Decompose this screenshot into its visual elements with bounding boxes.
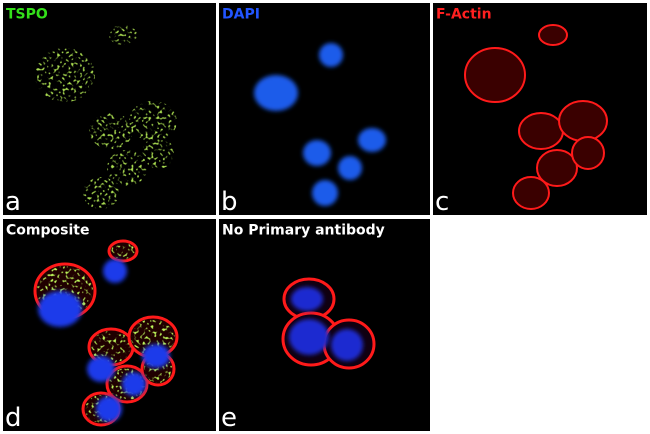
nucleus [254,75,298,111]
tspo-signal [111,243,135,259]
nucleus [87,356,115,382]
tspo-signal [35,48,95,102]
nucleus [289,319,329,355]
actin [571,136,605,170]
tspo-signal [142,137,174,169]
tspo-signal [131,319,175,355]
panel-label: No Primary antibody [222,223,385,239]
actin [512,176,550,210]
nucleus [331,329,363,361]
panel-label: DAPI [222,7,260,23]
actin [558,100,608,142]
tspo-signal [89,113,133,149]
nucleus [319,43,343,67]
actin [538,24,568,46]
panel-label: TSPO [6,7,48,23]
nucleus [142,344,170,368]
panel-labels: TSPO a DAPI b F-Actin c Composite d No Primary a… [5,7,492,433]
panel-letter: e [221,403,237,433]
panel-letter: c [435,187,449,217]
panel-letter: b [221,187,238,217]
actin [464,47,526,103]
nucleus [338,156,362,180]
nucleus [96,396,122,422]
panel-letter: d [5,403,22,433]
nucleus [38,291,82,327]
tspo-signal [91,331,131,363]
nucleus [303,140,331,166]
tspo-signal [107,150,147,186]
panel-label: Composite [6,223,89,239]
tspo-signal [109,25,137,45]
nucleus [291,287,323,311]
actin [518,112,564,150]
nucleus [122,372,146,396]
nucleus [358,128,386,152]
panel-letter: a [5,187,21,217]
actin [536,149,578,187]
cell-images [33,24,608,427]
nucleus [312,180,338,206]
nucleus [103,259,127,283]
tspo-signal [129,101,177,141]
panel-label: F-Actin [436,7,492,23]
tspo-signal [83,177,119,209]
